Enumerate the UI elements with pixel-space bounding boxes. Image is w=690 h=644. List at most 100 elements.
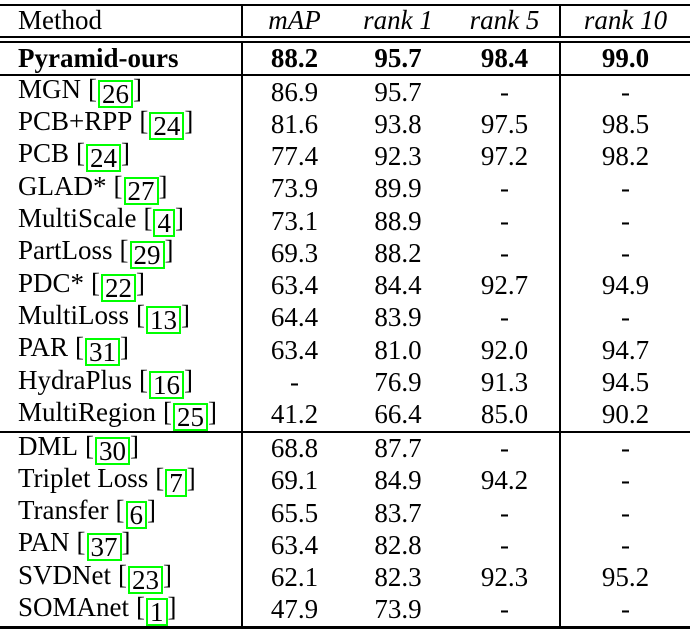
rank10-value: 94.5 — [601, 367, 650, 398]
rank1-value: 73.9 — [374, 594, 422, 625]
map-value: 47.9 — [270, 594, 319, 625]
rank1-value: 66.4 — [346, 398, 450, 433]
rank1-value: 84.9 — [374, 465, 422, 496]
table-row: PCB[24] 77.4 92.3 97.2 98.2 — [0, 138, 690, 173]
method-name: PartLoss — [18, 235, 113, 266]
rank10-value: - — [621, 465, 630, 496]
rank10-value: 98.2 — [601, 140, 650, 171]
rank1-value: 92.3 — [374, 140, 422, 171]
method-cell: DML[30] — [0, 430, 243, 465]
method-cell: SOMAnet[1] — [0, 591, 243, 628]
col-header-rank10: rank 10 — [583, 5, 668, 36]
citation-link[interactable]: 4 — [153, 209, 175, 238]
cite-bracket-close: ] — [121, 527, 131, 558]
method-name: MultiScale — [18, 203, 137, 234]
method-name: PAN — [18, 527, 70, 558]
method-cell: MultiScale[4] — [0, 203, 243, 238]
citation-link[interactable]: 27 — [123, 176, 159, 205]
rank10-value: - — [621, 302, 630, 333]
cite-bracket-close: ] — [130, 430, 139, 461]
cite-bracket-close: ] — [136, 267, 146, 298]
method-name: Transfer — [18, 495, 109, 526]
method-cell: PAN[37] — [0, 527, 243, 562]
citation-link[interactable]: 31 — [85, 338, 121, 367]
citation-link[interactable]: 24 — [149, 112, 185, 141]
table-row: MGN[26] 86.9 95.7- - — [0, 75, 690, 108]
map-value: 63.4 — [270, 529, 319, 560]
rank5-value: 94.2 — [450, 464, 561, 497]
rank10-value: - — [621, 205, 630, 236]
table-row: PDC*[22] 63.4 84.4 92.7 94.9 — [0, 267, 690, 302]
method-cell: Triplet Loss[7] — [0, 462, 243, 497]
rank10-value: 95.2 — [601, 562, 650, 593]
method-cell: MultiLoss[13] — [0, 299, 243, 335]
rank5-value: - — [450, 75, 561, 108]
citation-link[interactable]: 22 — [101, 273, 137, 302]
rank1-value: 83.9 — [374, 302, 422, 333]
rank1-value: 84.4 — [374, 270, 422, 301]
rank1-value: 81.0 — [374, 334, 422, 365]
map-value: 64.4 — [270, 302, 319, 333]
rank1-value: 82.8 — [374, 529, 422, 560]
citation-link[interactable]: 16 — [149, 370, 184, 399]
row-pyramid-ours: Pyramid-ours 88.2 95.7 98.4 99.0 — [0, 39, 690, 76]
citation-link[interactable]: 6 — [125, 501, 147, 530]
method-name: PAR — [18, 332, 69, 363]
rank1-value: 89.9 — [374, 173, 422, 204]
table-row: GLAD*[27] 73.9 89.9- - — [0, 170, 690, 205]
map-value: 41.2 — [242, 398, 346, 433]
citation-link[interactable]: 1 — [146, 597, 168, 626]
rank1-value: 95.7 — [374, 76, 422, 107]
method-name: Triplet Loss — [18, 462, 149, 493]
citation-link[interactable]: 26 — [98, 80, 134, 108]
rank1-value: 88.9 — [374, 205, 422, 236]
table-row: PCB+RPP[24] 81.6 93.8 97.5 98.5 — [0, 108, 690, 141]
rank5-value: 92.7 — [450, 269, 561, 302]
header-row: Method mAP rank 1 rank 5 rank 10 — [0, 5, 690, 39]
map-value: 69.3 — [270, 237, 319, 268]
method-name: MultiRegion — [18, 396, 157, 427]
table-row: Transfer[6] 65.5 83.7- - — [0, 495, 690, 530]
method-cell: SVDNet[23] — [0, 561, 243, 594]
citation-link[interactable]: 23 — [128, 565, 163, 594]
cite-bracket-close: ] — [121, 138, 131, 169]
col-header-method: Method — [0, 5, 243, 39]
map-value: 63.4 — [270, 334, 319, 365]
citation-link[interactable]: 7 — [165, 468, 187, 497]
map-value: 65.5 — [270, 497, 319, 528]
cite-bracket-open: [ — [113, 170, 123, 201]
rank1-value: 88.2 — [374, 237, 422, 268]
rank1-value: 82.3 — [374, 562, 422, 593]
method-name: DML — [18, 430, 78, 461]
map-value: 77.4 — [270, 140, 319, 171]
cite-bracket-close: ] — [181, 299, 191, 330]
method-name: PDC* — [18, 267, 85, 298]
map-value: 73.9 — [270, 173, 319, 204]
rank10-value: - — [621, 529, 630, 560]
results-table: Method mAP rank 1 rank 5 rank 10 Pyramid… — [0, 4, 690, 629]
citation-link[interactable]: 13 — [146, 305, 182, 334]
method-cell: PCB+RPP[24] — [0, 108, 243, 141]
citation-link[interactable]: 37 — [86, 533, 122, 562]
cite-bracket-open: [ — [76, 138, 86, 169]
cite-bracket-close: ] — [184, 364, 193, 395]
map-value: 81.6 — [270, 108, 319, 139]
rank10-value: 94.7 — [601, 334, 650, 365]
table-row: DML[30] 68.8 87.7- - — [0, 430, 690, 465]
citation-link[interactable]: 29 — [129, 241, 165, 270]
cite-bracket-close: ] — [158, 170, 168, 201]
cite-bracket-open: [ — [115, 495, 125, 526]
citation-link[interactable]: 25 — [173, 402, 209, 431]
table-row: HydraPlus[16] - 76.9 91.3 94.5 — [0, 364, 690, 399]
citation-link[interactable]: 24 — [86, 144, 122, 173]
citation-link[interactable]: 30 — [95, 436, 130, 465]
rank5-value: 85.0 — [450, 398, 561, 433]
method-cell: PCB[24] — [0, 138, 243, 173]
method-cell: PDC*[22] — [0, 267, 243, 302]
rank5-value: - — [450, 172, 561, 205]
rank10-value: - — [621, 594, 630, 625]
method-name: SOMAnet — [18, 591, 130, 622]
table-row: PAN[37] 63.4 82.8- - — [0, 527, 690, 562]
map-value: 88.2 — [242, 39, 346, 76]
